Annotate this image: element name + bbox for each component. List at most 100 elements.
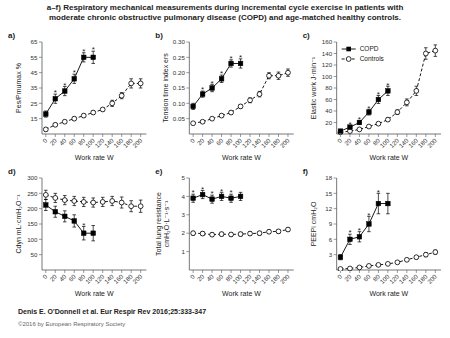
x-tick	[406, 134, 407, 137]
x-tick	[349, 134, 350, 137]
legend-label: Controls	[360, 55, 385, 62]
data-point	[276, 73, 281, 78]
significance-marker: *	[377, 90, 380, 99]
y-axis-label: Cdyn mL·cmH₂O⁻¹	[15, 194, 23, 254]
significance-marker: *	[348, 228, 351, 237]
data-point	[395, 110, 400, 115]
x-tick	[368, 270, 369, 273]
error-bar	[53, 206, 57, 217]
series-line	[46, 83, 141, 129]
error-bar	[72, 117, 76, 120]
x-tick-label: 0	[188, 272, 196, 280]
data-point	[348, 266, 353, 271]
significance-marker: *	[192, 188, 195, 197]
x-tick	[250, 270, 251, 273]
data-point	[62, 198, 67, 203]
data-point	[91, 200, 96, 205]
y-tick	[186, 178, 189, 179]
x-axis-line	[42, 270, 146, 271]
significance-marker: *	[358, 115, 361, 124]
panel: c)02040608010012014016018020020406080100…	[303, 31, 441, 161]
error-bar	[396, 110, 400, 115]
y-tick	[39, 88, 42, 89]
y-tick-label: 3	[329, 251, 333, 258]
significance-marker: *	[211, 189, 214, 198]
data-point	[338, 267, 343, 271]
x-tick	[240, 270, 241, 273]
y-tick-label: 40	[325, 107, 332, 114]
x-tick	[102, 134, 103, 137]
x-tick	[416, 270, 417, 273]
plot-area	[191, 191, 291, 238]
x-tick-label: 0	[336, 272, 344, 280]
x-tick	[64, 270, 65, 273]
y-tick-label: 18	[325, 174, 332, 181]
significance-marker: *	[230, 188, 233, 197]
error-bar	[91, 198, 95, 207]
y-tick	[39, 224, 42, 225]
x-tick	[387, 270, 388, 273]
y-tick	[334, 42, 337, 43]
x-tick	[193, 270, 194, 273]
data-point	[414, 88, 419, 93]
data-point	[423, 252, 428, 257]
x-tick	[131, 270, 132, 273]
error-bar	[277, 72, 281, 79]
error-bar	[405, 99, 409, 106]
error-bar	[286, 69, 290, 76]
x-tick	[378, 134, 379, 137]
title-line: moderate chronic obstructive pulmonary d…	[49, 13, 401, 22]
x-tick-label: 200	[131, 272, 144, 285]
legend: COPDControls	[342, 45, 385, 62]
y-axis-line	[189, 178, 190, 270]
error-bar	[44, 128, 48, 131]
y-tick-label: 0.15	[173, 84, 186, 91]
data-point	[72, 116, 77, 121]
y-tick-label: 60	[325, 96, 332, 103]
significance-marker: *	[82, 47, 85, 56]
significance-marker: *	[82, 221, 85, 230]
error-bar	[415, 256, 419, 259]
y-tick	[334, 254, 337, 255]
error-bar	[82, 114, 86, 117]
data-point	[129, 81, 134, 86]
y-tick-label: 80	[325, 84, 332, 91]
data-point	[376, 262, 381, 267]
significance-marker: *	[211, 79, 214, 88]
y-tick-label: 140	[322, 50, 333, 57]
y-tick-label: 100	[322, 73, 333, 80]
annotation: Denis E. O'Donnell et al. Eur Respir Rev…	[18, 308, 206, 316]
x-tick	[93, 134, 94, 137]
error-bar	[63, 195, 67, 204]
panel: a)02040608010012014016018020015253545556…	[8, 31, 146, 161]
x-tick	[259, 270, 260, 273]
x-axis-line	[189, 270, 293, 271]
y-tick	[39, 118, 42, 119]
data-point	[53, 196, 58, 201]
data-point	[138, 204, 143, 209]
significance-marker: *	[230, 54, 233, 63]
panel-label: d)	[8, 167, 16, 176]
x-tick	[140, 134, 141, 137]
data-point	[210, 232, 215, 237]
y-tick-label: 55	[31, 54, 38, 61]
panel: b)0204060801001201401601802000.050.100.1…	[155, 31, 293, 161]
x-axis-line	[42, 134, 146, 135]
data-point	[338, 255, 343, 260]
plot-area	[43, 190, 143, 241]
data-point	[286, 227, 291, 232]
series-line	[46, 57, 93, 114]
x-tick	[278, 270, 279, 273]
x-axis-label: Work rate W	[369, 154, 408, 161]
y-tick-label: 1	[181, 248, 185, 255]
x-axis-label: Work rate W	[75, 290, 114, 297]
significance-marker: *	[220, 69, 223, 78]
error-bar	[101, 197, 105, 206]
x-tick	[259, 134, 260, 137]
y-tick-label: 0.30	[173, 38, 186, 45]
significance-marker: *	[348, 120, 351, 129]
y-tick-label: 0.10	[173, 100, 186, 107]
x-tick	[359, 270, 360, 273]
data-point	[43, 192, 48, 197]
error-bar	[424, 253, 428, 257]
